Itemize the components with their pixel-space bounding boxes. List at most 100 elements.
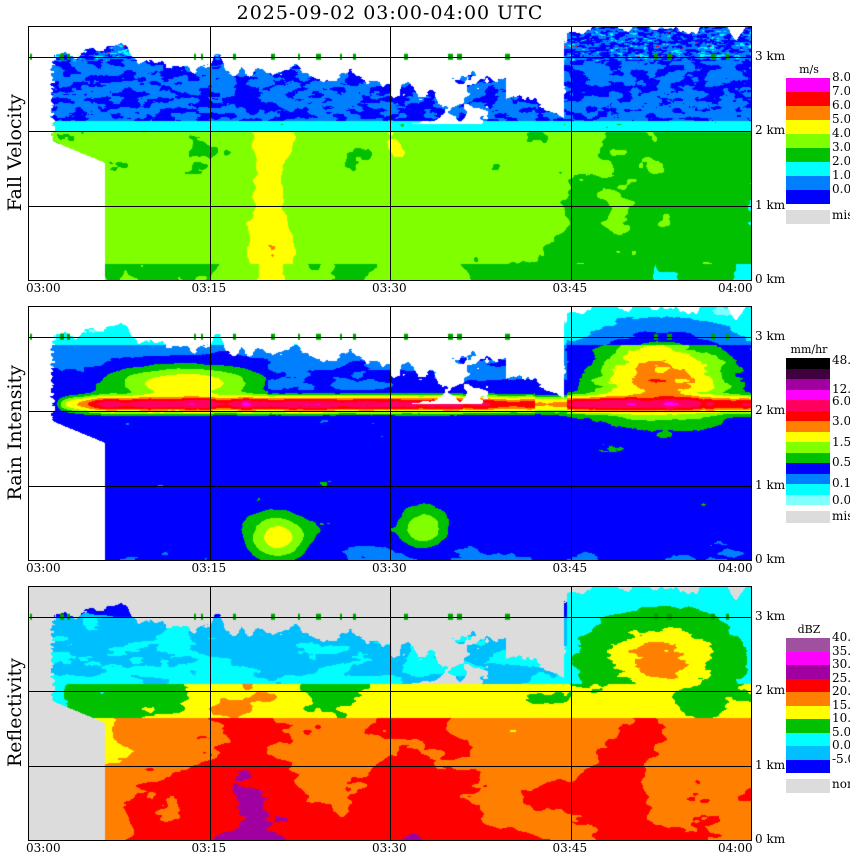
x-axis-tick-label: 04:00 (718, 841, 753, 855)
colorbar-tick-label: 5.0 (832, 112, 850, 126)
panel-rain-intensity: Rain Intensity 3 km 2 km 1 km 0 km 03:00 03:15… (0, 306, 850, 575)
colorbar-band (786, 134, 830, 148)
colorbar-tick-label: 7.0 (832, 84, 850, 98)
y-axis-tick-label: 0 km (755, 552, 786, 566)
y-axis-tick-label: 3 km (755, 609, 786, 623)
x-axis-tick-label: 03:45 (552, 561, 588, 575)
colorbar-tick-label: -5.0 (832, 751, 850, 766)
colorbar-tick-label: 8.0 (832, 70, 850, 84)
y-axis-tick-label: 1 km (755, 478, 786, 492)
plot-area-rain-intensity[interactable] (28, 306, 752, 561)
panel-title-label: Rain Intensity (4, 364, 26, 501)
colorbar-band (786, 732, 830, 746)
colorbar-missing-label: miss (832, 509, 850, 523)
colorbar-band (786, 759, 830, 773)
colorbar-missing-swatch (786, 779, 830, 793)
colorbar-gradient (786, 78, 830, 204)
colorbar-unit-label: mm/hr (790, 343, 828, 356)
page-title: 2025-09-02 03:00-04:00 UTC (236, 2, 544, 24)
colorbar-tick-label: 6.0 (832, 98, 850, 112)
colorbar-band (786, 78, 830, 92)
x-axis-tick-label: 03:00 (26, 561, 61, 575)
y-axis-tick-label: 1 km (755, 758, 786, 772)
y-axis-tick-label: 3 km (755, 49, 786, 63)
plot-area-fall-velocity[interactable] (28, 26, 752, 281)
colorbar-tick-label: 25.0 (832, 670, 850, 685)
colorbar-tick-label: 1.5 (832, 435, 850, 450)
colorbar-tick-label: 40.0 (832, 630, 850, 644)
colorbar-band (786, 148, 830, 162)
x-axis-tick-label: 03:45 (552, 281, 588, 295)
colorbar-tick-label: 0.0 (832, 182, 850, 196)
colorbar-missing-swatch (786, 511, 830, 523)
x-axis-tick-label: 03:15 (191, 561, 227, 575)
panel-title-label: Reflectivity (4, 658, 26, 767)
colorbar-band (786, 421, 830, 432)
panel-fall-velocity: Fall Velocity 3 km 2 km 1 km 0 km 03:00 03:15 0… (0, 26, 850, 295)
colorbar-band (786, 746, 830, 760)
y-axis-tick-label: 3 km (755, 329, 786, 343)
x-axis-tick-label: 03:15 (191, 281, 227, 295)
x-axis-tick-label: 03:30 (372, 561, 407, 575)
colorbar-tick-label: 0.0 (832, 492, 850, 507)
colorbar-band (786, 162, 830, 176)
colorbar-band (786, 442, 830, 453)
heatmap-canvas-fall-velocity (29, 27, 751, 280)
y-axis-tick-label: 1 km (755, 198, 786, 212)
panel-title-reflectivity: Reflectivity (2, 586, 28, 839)
colorbar-tick-label: 1.0 (832, 168, 850, 182)
colorbar-band (786, 651, 830, 665)
colorbar-band (786, 678, 830, 692)
colorbar-tick-label: 15.0 (832, 697, 850, 712)
colorbar-band (786, 190, 830, 204)
colorbar-band (786, 473, 830, 484)
y-axis-tick-label: 0 km (755, 272, 786, 286)
heatmap-canvas-reflectivity (29, 587, 751, 840)
x-axis-tick-label: 04:00 (718, 281, 753, 295)
y-axis-tick-label: 2 km (755, 403, 786, 417)
colorbar-tick-label: 2.0 (832, 154, 850, 168)
colorbar-missing-label: miss (832, 208, 850, 222)
colorbar-unit-label: m/s (799, 63, 819, 76)
x-axis-tick-label: 03:45 (552, 841, 588, 855)
colorbar-band (786, 705, 830, 719)
colorbar-tick-label: 3.0 (832, 414, 850, 429)
colorbar-tick-label: 35.0 (832, 643, 850, 658)
colorbar-band (786, 719, 830, 733)
colorbar-band (786, 484, 830, 495)
colorbar-band (786, 463, 830, 474)
x-axis-tick-label: 04:00 (718, 561, 753, 575)
x-axis-tick-label: 03:30 (372, 841, 407, 855)
panel-title-rain-intensity: Rain Intensity (2, 306, 28, 559)
colorbar-tick-label: 0.0 (832, 738, 850, 752)
colorbar-band (786, 106, 830, 120)
panel-title-fall-velocity: Fall Velocity (2, 26, 28, 279)
colorbar-tick-label: 6.0 (832, 394, 850, 409)
panel-reflectivity: Reflectivity 3 km 2 km 1 km 0 km 03:00 03:15 03… (0, 586, 850, 855)
colorbar-band (786, 638, 830, 652)
x-axis-tick-label: 03:15 (191, 841, 227, 855)
colorbar-band (786, 120, 830, 134)
colorbar-missing-swatch (786, 210, 830, 224)
heatmap-canvas-rain-intensity (29, 307, 751, 560)
colorbar-tick-label: 10.0 (832, 711, 850, 725)
colorbar-tick-label: 12.0 (832, 381, 850, 396)
colorbar-gradient (786, 358, 830, 505)
plot-area-reflectivity[interactable] (28, 586, 752, 841)
panel-title-label: Fall Velocity (4, 93, 26, 212)
y-axis-tick-label: 0 km (755, 832, 786, 846)
colorbar-band (786, 494, 830, 505)
colorbar-band (786, 92, 830, 106)
colorbar-tick-label: 4.0 (832, 126, 850, 140)
y-axis-tick-label: 2 km (755, 683, 786, 697)
x-axis-tick-label: 03:00 (26, 841, 61, 855)
colorbar-band (786, 452, 830, 463)
colorbar-band (786, 665, 830, 679)
y-axis-tick-label: 2 km (755, 123, 786, 137)
colorbar-tick-label: 5.0 (832, 724, 850, 739)
colorbar-band (786, 368, 830, 379)
colorbar-missing-label: none (832, 777, 850, 791)
colorbar-tick-label: 0.1 (832, 476, 850, 490)
colorbar-band (786, 400, 830, 411)
x-axis-tick-label: 03:30 (372, 281, 407, 295)
